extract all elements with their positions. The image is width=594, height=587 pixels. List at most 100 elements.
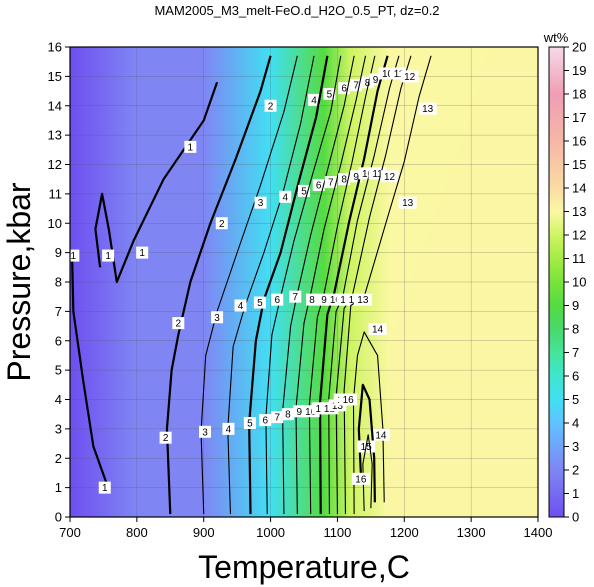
- contour-label: 9: [373, 75, 379, 86]
- contour-label: 5: [301, 186, 307, 197]
- contour-label: 6: [262, 416, 268, 427]
- x-tick-label: 1000: [256, 525, 285, 540]
- contour-label-bg: [368, 323, 387, 335]
- contour-label: 13: [332, 401, 344, 412]
- y-tick-label: 3: [55, 421, 62, 436]
- contour-label: 3: [258, 198, 264, 209]
- y-tick-label: 0: [55, 510, 62, 525]
- y-tick-label: 4: [55, 392, 62, 407]
- contour-label: 5: [247, 419, 253, 430]
- contour-label-bg: [398, 196, 417, 209]
- colorbar-unit: wt%: [543, 30, 569, 45]
- contour-line-9: [308, 55, 376, 515]
- contour-label: 6: [316, 181, 322, 192]
- colorbar-tick-label: 18: [572, 87, 586, 102]
- contour-label: 1: [105, 251, 111, 262]
- contour-label: 12: [384, 172, 396, 183]
- contour-line-1: [94, 81, 219, 284]
- contour-line-1: [70, 252, 110, 488]
- contour-label: 6: [341, 84, 347, 95]
- colorbar-tick-label: 17: [572, 110, 586, 125]
- contour-line-11: [328, 55, 400, 515]
- contour-label: 5: [257, 298, 263, 309]
- y-tick-label: 12: [48, 157, 62, 172]
- contour-label: 16: [355, 474, 367, 485]
- contour-label: 3: [202, 427, 208, 438]
- contour-label-bg: [281, 408, 294, 421]
- colorbar-tick-label: 19: [572, 63, 586, 78]
- x-tick-label: 700: [59, 525, 81, 540]
- contour-label: 2: [268, 101, 274, 112]
- contour-label-bg: [234, 299, 247, 312]
- contour-label-bg: [308, 93, 321, 106]
- colorbar-tick-label: 11: [572, 251, 586, 266]
- contour-line-3: [200, 55, 298, 515]
- contour-label: 2: [219, 219, 225, 230]
- contour-line-6: [265, 55, 342, 515]
- colorbar-tick-label: 20: [572, 40, 586, 55]
- contour-label-bg: [289, 290, 302, 303]
- colorbar-tick-label: 1: [572, 486, 579, 501]
- y-tick-label: 14: [48, 98, 62, 113]
- contour-label: 13: [357, 295, 369, 306]
- colorbar-tick-label: 5: [572, 392, 579, 407]
- contour-label: 10: [362, 169, 374, 180]
- contour-label: 10: [305, 407, 317, 418]
- x-tick-label: 1300: [457, 525, 486, 540]
- colorbar-tick-label: 8: [572, 322, 579, 337]
- contour-label: 13: [422, 104, 434, 115]
- y-tick-label: 7: [55, 304, 62, 319]
- y-tick-label: 8: [55, 275, 62, 290]
- contour-label: 12: [404, 72, 416, 83]
- contour-label: 2: [176, 319, 182, 330]
- y-tick-label: 5: [55, 363, 62, 378]
- contour-label-bg: [222, 422, 235, 435]
- chart-title: MAM2005_M3_melt-FeO.d_H2O_0.5_PT, dz=0.2: [154, 3, 439, 18]
- x-tick-label: 1400: [524, 525, 553, 540]
- contour-label-bg: [306, 293, 319, 306]
- x-tick-label: 1100: [323, 525, 351, 540]
- contour-line-5: [248, 55, 329, 515]
- contour-label-bg: [271, 293, 284, 306]
- contour-label-bg: [271, 411, 284, 424]
- contour-label: 2: [163, 433, 169, 444]
- contour-label-bg: [102, 249, 115, 262]
- contour-label: 1: [102, 483, 108, 494]
- y-tick-label: 6: [55, 333, 62, 348]
- contour-label-bg: [98, 481, 111, 494]
- contour-label: 11: [394, 69, 405, 80]
- contour-label: 7: [274, 413, 280, 424]
- contour-label-bg: [339, 393, 358, 406]
- contour-line-15: [357, 383, 376, 503]
- contour-label-bg: [400, 70, 419, 83]
- contour-line-12: [335, 55, 412, 515]
- x-tick-label: 900: [193, 525, 215, 540]
- contour-label-bg: [211, 311, 224, 324]
- contour-label: 8: [285, 410, 291, 421]
- x-axis-label: Temperature,C: [198, 549, 410, 585]
- x-axis: 700 800 900 1000 1100 1200 1300 1400: [59, 517, 552, 540]
- colorbar-tick-label: 6: [572, 369, 579, 384]
- contour-label: 8: [365, 78, 371, 89]
- y-tick-label: 10: [48, 216, 62, 231]
- contour-label-bg: [215, 217, 228, 230]
- contour-label: 7: [293, 292, 299, 303]
- contour-label-bg: [380, 170, 399, 183]
- contour-label-bg: [159, 431, 172, 444]
- contour-label: 4: [282, 192, 288, 203]
- contour-label: 9: [321, 295, 327, 306]
- contour-label-bg: [172, 317, 185, 330]
- contour-label: 10: [330, 295, 342, 306]
- contour-label: 4: [226, 424, 232, 435]
- contour-label-bg: [243, 417, 256, 429]
- contour-label-bg: [351, 472, 370, 485]
- contour-line-2: [165, 55, 272, 515]
- contour-label: 9: [353, 172, 359, 183]
- contour-label-bg: [264, 99, 277, 112]
- colorbar-tick-label: 9: [572, 298, 579, 313]
- contour-label: 14: [375, 430, 387, 441]
